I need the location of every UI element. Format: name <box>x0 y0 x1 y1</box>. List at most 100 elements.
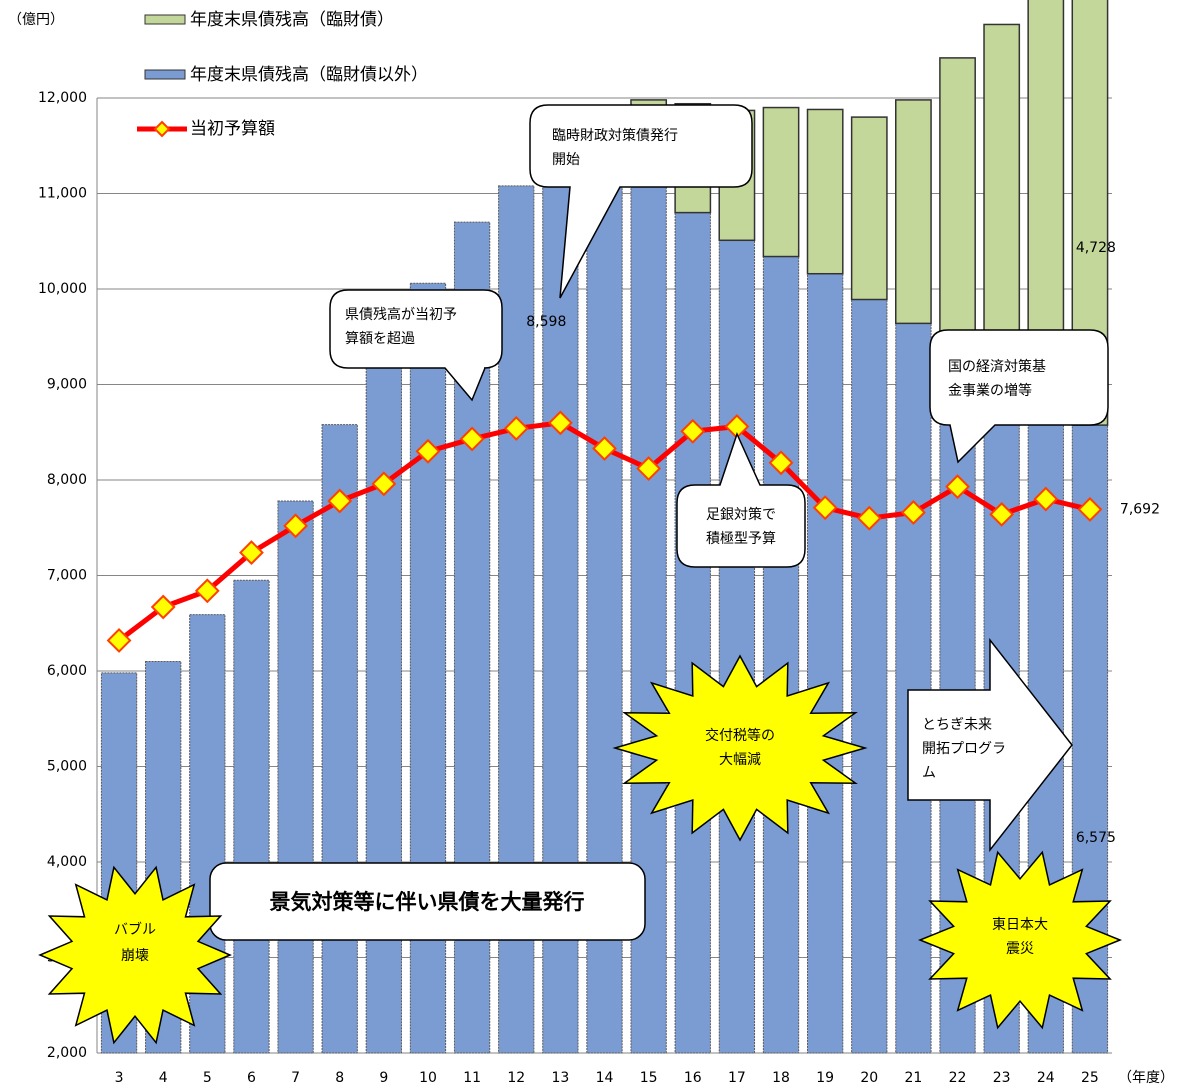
x-tick-label: 23 <box>993 1070 1011 1086</box>
line-marker <box>680 418 706 444</box>
x-tick-label: 20 <box>860 1070 878 1086</box>
annotation-text: 開拓プログラ <box>922 741 1006 757</box>
annotation-text: ム <box>922 765 936 781</box>
x-tick-label: 19 <box>816 1070 834 1086</box>
line-marker <box>327 488 353 514</box>
y-tick-label: 11,000 <box>38 186 87 202</box>
annotation-text: 崩壊 <box>121 948 149 964</box>
line-marker <box>900 500 926 525</box>
x-tick-label: 25 <box>1081 1070 1099 1086</box>
callout <box>529 104 753 299</box>
x-unit: （年度） <box>1118 1070 1174 1086</box>
y-tick-label: 5,000 <box>47 759 87 775</box>
starburst <box>38 865 232 1045</box>
x-tick-label: 8 <box>335 1070 344 1086</box>
y-unit: （億円） <box>8 12 64 28</box>
bar-segment <box>983 23 1021 377</box>
x-tick-label: 16 <box>684 1070 702 1086</box>
line-marker <box>547 410 573 436</box>
line-marker <box>945 474 970 500</box>
x-tick-label: 5 <box>203 1070 212 1086</box>
annotation-text: 震災 <box>1006 941 1034 957</box>
line-marker <box>150 594 176 620</box>
legend-swatch <box>144 69 186 80</box>
line-marker <box>371 471 397 497</box>
annotation-text: 金事業の増等 <box>948 382 1032 399</box>
annotation-text: 開始 <box>552 152 580 168</box>
bar-segment <box>895 322 932 1054</box>
x-tick-label: 13 <box>551 1070 569 1086</box>
data-label: 8,598 <box>526 314 566 330</box>
annotation-text: 国の経済対策基 <box>948 358 1046 375</box>
legend-swatch <box>153 120 171 138</box>
line-marker <box>194 578 220 604</box>
y-tick-label: 9,000 <box>47 377 87 393</box>
annotation-text: 足銀対策で <box>706 506 776 523</box>
x-tick-label: 7 <box>291 1070 300 1086</box>
line-marker <box>283 513 309 539</box>
bar-segment <box>718 239 756 1054</box>
y-tick-label: 12,000 <box>38 90 87 106</box>
y-tick-label: 2,000 <box>47 1045 87 1061</box>
line-marker <box>592 436 617 461</box>
line-marker <box>989 501 1015 527</box>
bar-segment <box>233 579 270 1054</box>
x-tick-label: 11 <box>463 1070 481 1086</box>
line-marker <box>503 416 529 441</box>
y-tick-label: 4,000 <box>47 854 87 870</box>
callout <box>209 862 646 941</box>
x-tick-label: 9 <box>379 1070 388 1086</box>
x-tick-label: 18 <box>772 1070 790 1086</box>
line-marker <box>106 628 132 653</box>
y-tick-label: 6,000 <box>47 663 87 679</box>
annotation-text: 算額を超過 <box>345 331 415 347</box>
bar-segment <box>674 212 711 1054</box>
arrow <box>907 637 1073 853</box>
x-tick-label: 15 <box>640 1070 658 1086</box>
annotation-text: 県債残高が当初予 <box>345 306 457 323</box>
bar-segment <box>762 256 800 1054</box>
callout <box>929 329 1109 464</box>
x-tick-label: 21 <box>904 1070 922 1086</box>
bar-segment <box>939 57 976 358</box>
annotation-text: 大幅減 <box>719 751 761 768</box>
line-marker <box>1077 496 1103 522</box>
x-tick-label: 22 <box>949 1070 967 1086</box>
data-label: 6,575 <box>1076 830 1116 846</box>
data-label: 4,728 <box>1076 240 1116 256</box>
callout <box>676 431 806 568</box>
x-tick-label: 3 <box>115 1070 124 1086</box>
annotation-text: 景気対策等に伴い県債を大量発行 <box>270 890 585 914</box>
y-tick-label: 10,000 <box>38 281 87 297</box>
line-marker <box>636 456 662 481</box>
legend-swatch <box>144 14 186 25</box>
bar-segment <box>895 99 932 325</box>
line-marker <box>768 450 794 476</box>
line-marker <box>239 540 264 565</box>
annotation-text: 交付税等の <box>705 727 775 744</box>
bar-segment <box>277 500 314 1054</box>
bar-segment <box>762 106 800 258</box>
x-tick-label: 17 <box>728 1070 746 1086</box>
annotation-text: 東日本大 <box>992 917 1048 933</box>
annotation-text: とちぎ未来 <box>922 717 992 733</box>
starburst <box>917 850 1123 1030</box>
starburst <box>612 654 868 842</box>
x-tick-label: 14 <box>596 1070 614 1086</box>
callout <box>329 289 503 402</box>
bar-segment <box>321 424 358 1054</box>
legend-label: 年度末県債残高（臨財債） <box>190 10 394 30</box>
x-tick-label: 10 <box>419 1070 437 1086</box>
bar-segment <box>365 360 402 1054</box>
legend-label: 年度末県債残高（臨財債以外） <box>190 65 428 85</box>
annotation-text: バブル <box>114 921 156 938</box>
x-tick-label: 4 <box>159 1070 168 1086</box>
data-label: 7,692 <box>1120 501 1160 517</box>
line-marker <box>415 438 441 464</box>
line-marker <box>856 505 882 531</box>
y-tick-label: 7,000 <box>47 568 87 584</box>
x-tick-label: 6 <box>247 1070 256 1086</box>
x-tick-label: 12 <box>507 1070 525 1086</box>
bar-segment <box>851 299 888 1054</box>
